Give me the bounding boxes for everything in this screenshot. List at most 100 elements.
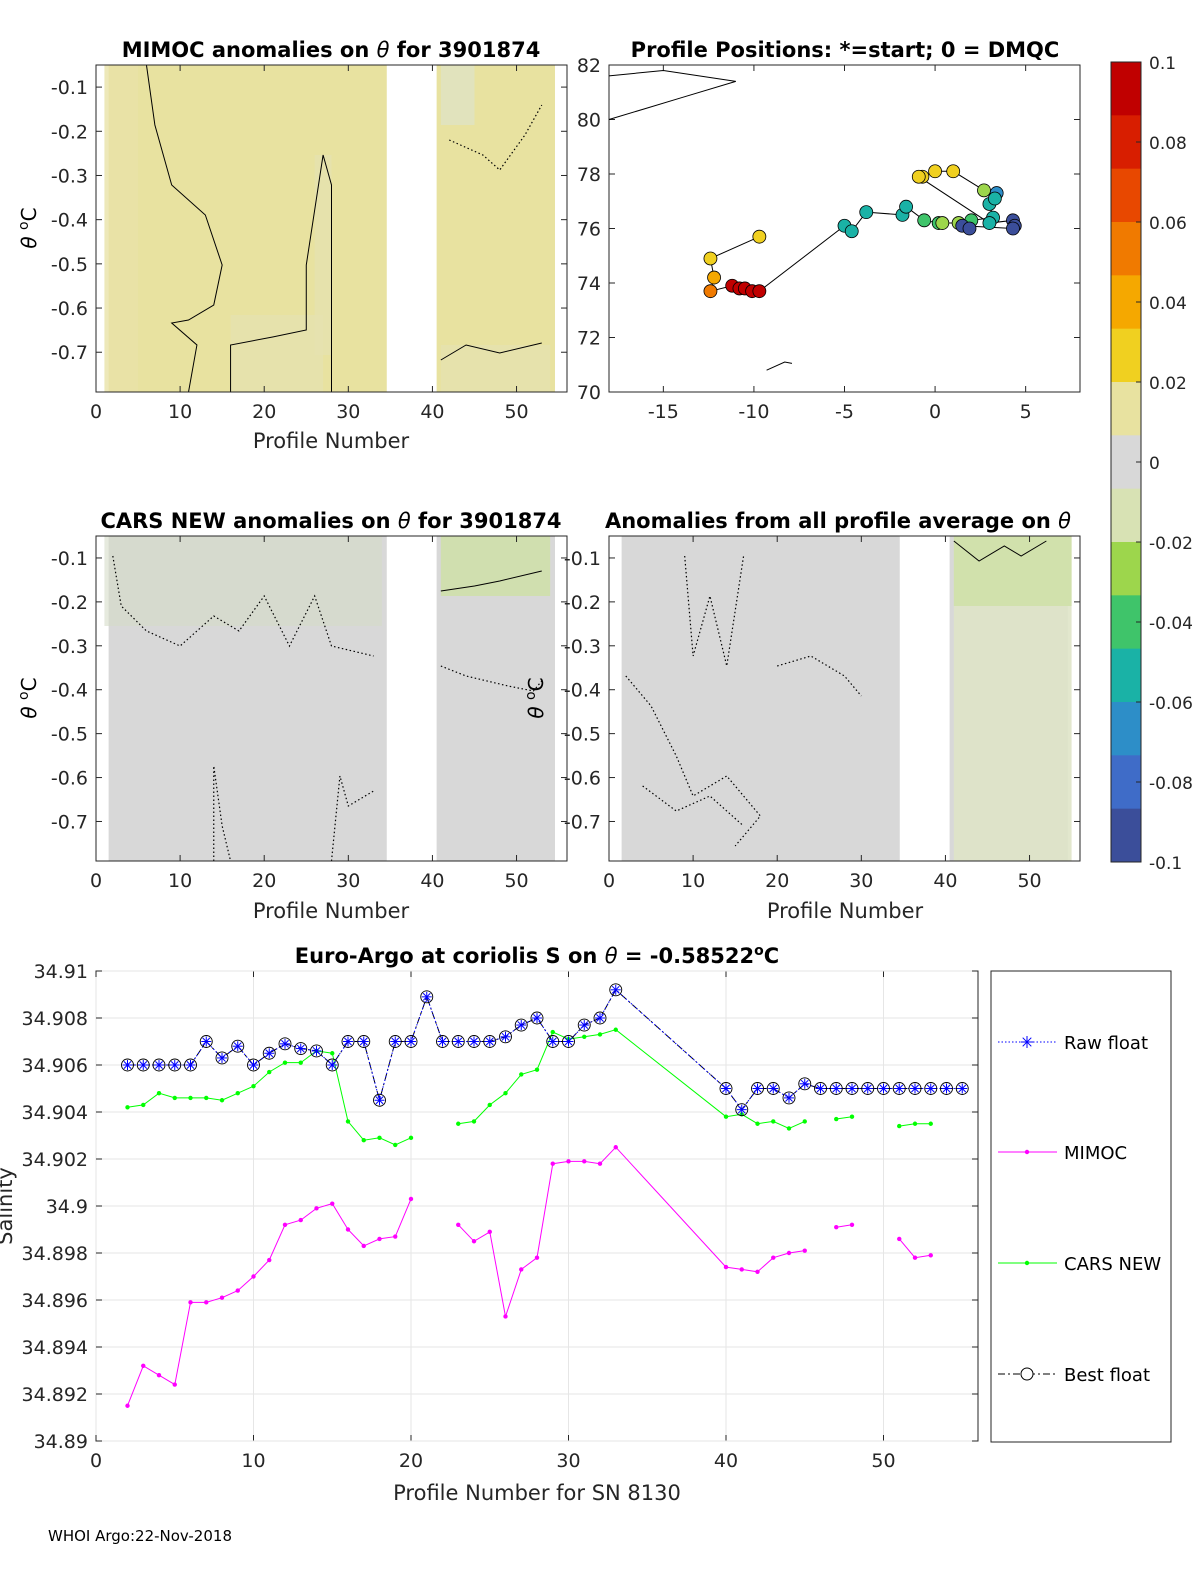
raw-float-star-stroke: [785, 1093, 793, 1102]
mimoc-point: [786, 1250, 792, 1256]
best-float-point: [735, 1103, 749, 1117]
best-float-point: [924, 1082, 938, 1095]
x-tick-label: 40: [714, 1450, 738, 1472]
raw-float-point: [453, 1036, 464, 1047]
profile-position-marker: [844, 224, 859, 239]
best-float-point: [514, 1018, 528, 1032]
raw-float-point: [768, 1083, 779, 1094]
colorbar-tick-label: -0.06: [1149, 694, 1193, 714]
profile-column: [226, 536, 236, 861]
profile-column: [529, 65, 539, 392]
x-axis-label: Profile Number: [253, 899, 410, 923]
profile-column: [520, 65, 530, 392]
cars-new-point: [613, 1027, 618, 1032]
raw-float-point: [421, 991, 432, 1002]
cars-new-point: [834, 1116, 839, 1122]
x-tick-label: 0: [929, 401, 941, 423]
profile-column: [167, 65, 177, 392]
best-float-point: [420, 990, 434, 1004]
raw-float-star-stroke: [139, 1061, 148, 1069]
profile-column: [520, 536, 530, 861]
y-tick-label: -0.1: [51, 77, 88, 99]
profile-column: [335, 65, 345, 392]
profile-column: [352, 65, 362, 392]
raw-float-star-stroke: [438, 1037, 447, 1046]
profile-column: [672, 536, 682, 861]
raw-float-star-stroke: [879, 1084, 888, 1093]
raw-float-star-stroke: [328, 1061, 337, 1069]
raw-float-point: [862, 1083, 873, 1094]
profile-column: [739, 536, 749, 861]
profile-column: [285, 536, 295, 861]
contour-line: [330, 775, 374, 861]
raw-float-star-stroke: [737, 1105, 746, 1114]
cars-new-point: [771, 1119, 776, 1124]
profile-column: [890, 536, 900, 861]
profile-column: [217, 65, 227, 392]
profile-column: [352, 536, 362, 861]
mimoc-point: [928, 1253, 933, 1258]
profile-column: [167, 536, 177, 861]
y-tick-label: 34.89: [34, 1431, 88, 1453]
profile-column: [192, 65, 202, 392]
x-tick-label: 10: [168, 870, 192, 892]
legend-label: CARS NEW: [1064, 1254, 1161, 1275]
axes-frame: [95, 64, 568, 393]
raw-float-star-stroke: [265, 1049, 274, 1058]
best-float-point: [136, 1058, 150, 1072]
profile-column: [159, 65, 169, 392]
profile-column: [377, 536, 387, 861]
profile-column: [621, 536, 631, 861]
cars-new-point: [849, 1114, 855, 1119]
contour-line: [642, 785, 744, 827]
raw-float-star-stroke: [501, 1032, 510, 1041]
profile-column: [310, 536, 320, 861]
raw-float-star-stroke: [123, 1061, 132, 1069]
best-float-point: [940, 1082, 953, 1095]
heatmap-panel-2: 0 10 20 30 40 50 -0.1 -0.2 -0.3 -0.4 -0.5 -0.6 -0.7: [51, 535, 568, 892]
raw-float-star-stroke: [611, 985, 620, 994]
raw-float-point: [500, 1031, 511, 1042]
raw-float-point: [815, 1083, 826, 1094]
y-tick-label: 34.91: [34, 961, 88, 983]
cars-new-point: [912, 1121, 918, 1126]
y-tick-label: -0.6: [51, 768, 88, 790]
profile-column: [730, 536, 740, 861]
colorbar-segment: [1111, 488, 1141, 543]
raw-float-point: [406, 1036, 416, 1047]
profile-position-marker: [962, 221, 977, 236]
raw-float-star-stroke: [596, 1014, 604, 1022]
profile-column: [327, 536, 337, 861]
best-float-point: [278, 1037, 292, 1051]
mimoc-point: [314, 1206, 319, 1211]
profile-position-marker: [752, 284, 767, 299]
cool-band: [104, 536, 382, 626]
y-tick-label: -0.6: [51, 298, 88, 320]
raw-float-point: [201, 1036, 212, 1047]
mimoc-point: [393, 1234, 398, 1239]
cars-new-point: [361, 1138, 366, 1143]
best-float-point: [451, 1035, 465, 1048]
mimoc-point: [345, 1227, 351, 1232]
profile-column: [655, 536, 665, 861]
anomaly-field: [621, 536, 1072, 861]
panel-title: MIMOC anomalies on θ for 3901874: [122, 38, 541, 62]
profile-column: [470, 65, 480, 392]
profile-column: [503, 536, 513, 861]
warm-band: [440, 345, 551, 392]
mimoc-point: [377, 1236, 382, 1242]
profile-column: [722, 536, 732, 861]
heatmap-panel-3: 0 10 20 30 40 50 -0.1 -0.2 -0.3 -0.4 -0.5 -0.6 -0.7: [564, 535, 1081, 892]
best-float-point: [231, 1039, 245, 1053]
mimoc-point: [361, 1243, 366, 1249]
mimoc-point: [282, 1222, 288, 1228]
cars-new-point: [204, 1095, 209, 1101]
y-tick-label: -0.3: [51, 165, 88, 187]
raw-float-point: [721, 1083, 731, 1094]
profile-column: [150, 65, 160, 392]
panel-title: Euro-Argo at coriolis S on θ = -0.58522o…: [295, 943, 779, 968]
panel-title: Profile Positions: *=start; 0 = DMQC: [631, 38, 1060, 62]
cars-new-point: [267, 1069, 272, 1075]
mimoc-point: [519, 1267, 524, 1272]
mimoc-point: [330, 1201, 335, 1206]
